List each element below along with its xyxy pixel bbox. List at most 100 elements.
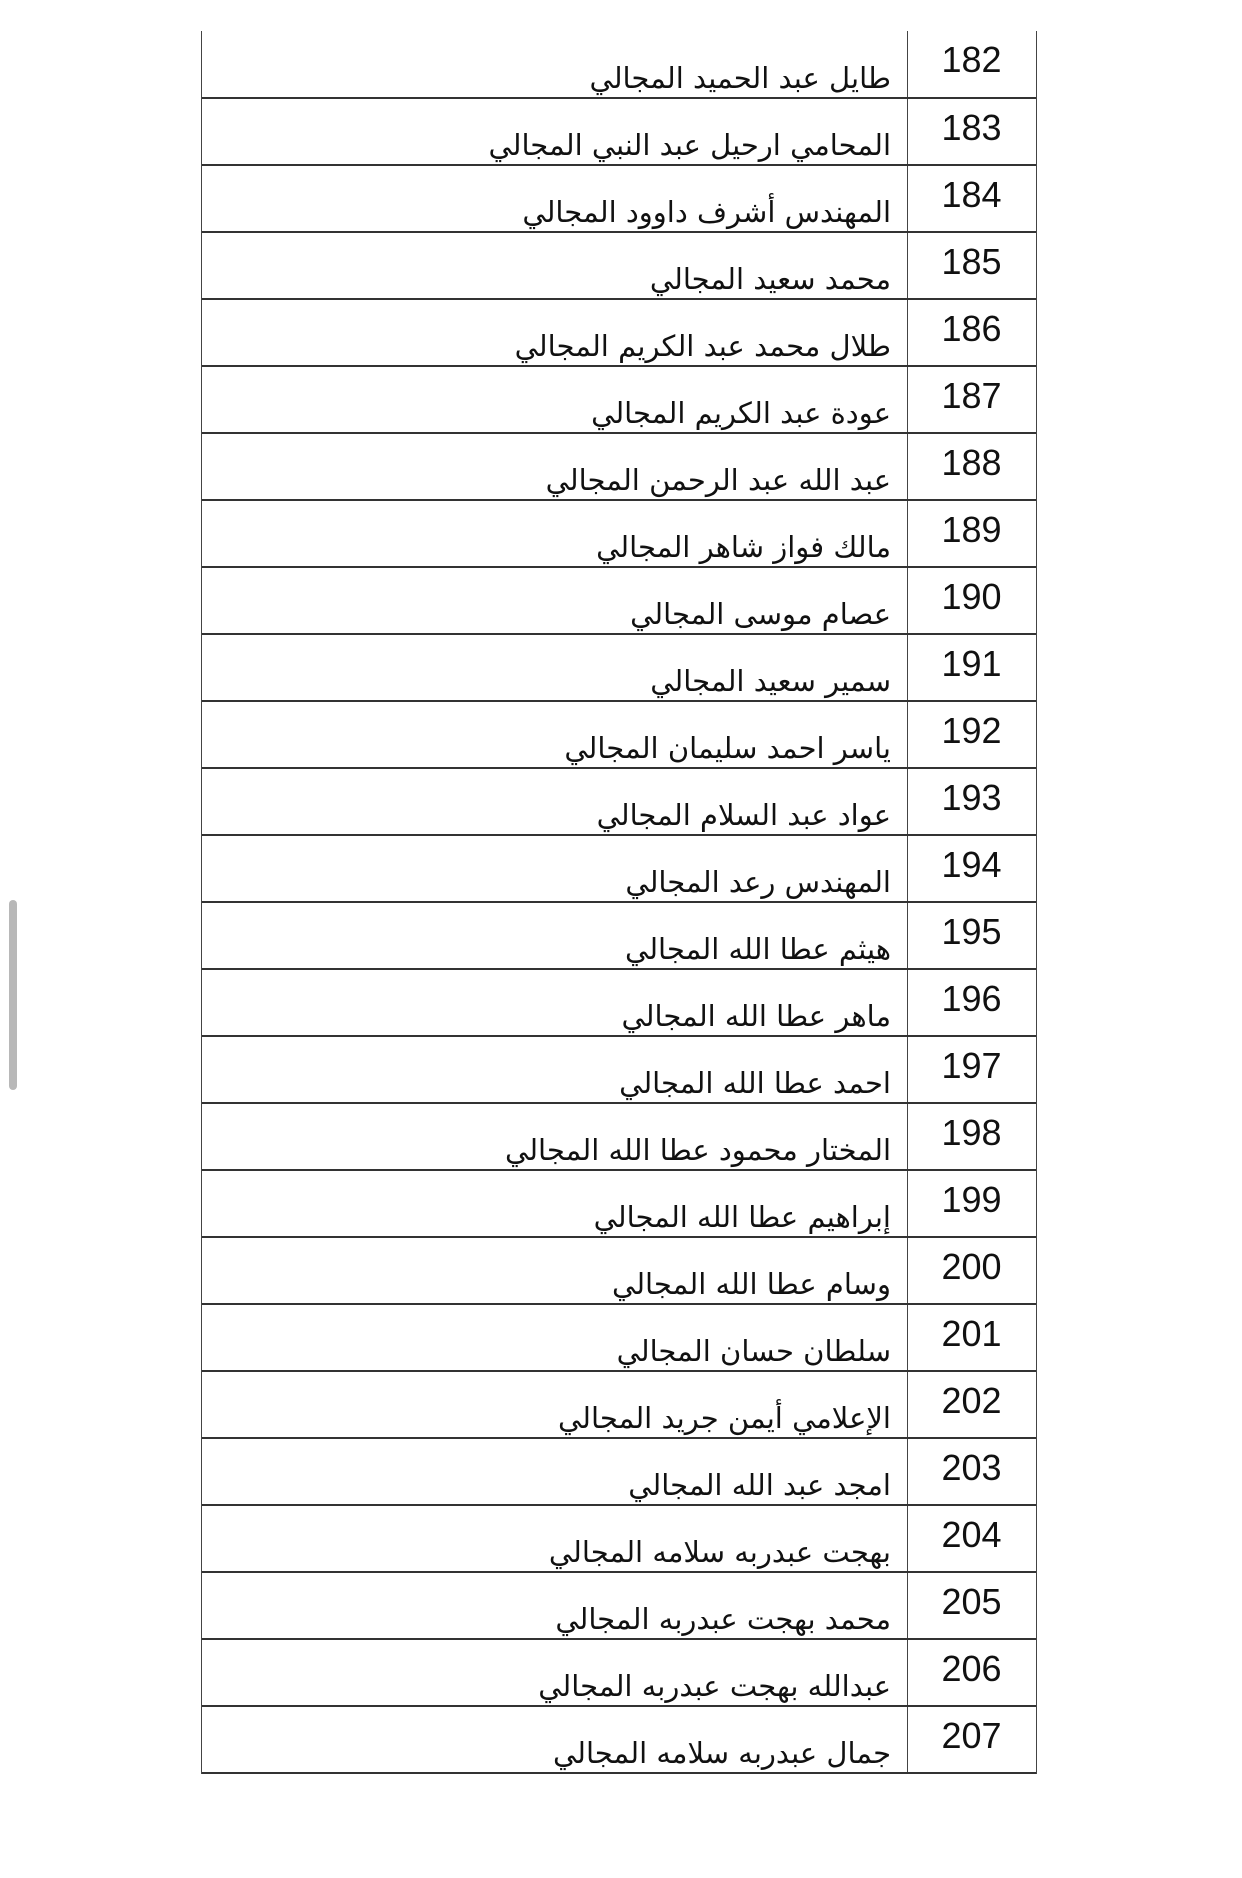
row-number: 188 bbox=[941, 442, 1002, 483]
person-name: ماهر عطا الله المجالي bbox=[621, 999, 891, 1033]
person-name: عواد عبد السلام المجالي bbox=[596, 798, 891, 832]
column-divider bbox=[907, 1372, 908, 1437]
table-row: 202 الإعلامي أيمن جريد المجالي bbox=[202, 1372, 1036, 1439]
table-row: 191 سمير سعيد المجالي bbox=[202, 635, 1036, 702]
table-row: 185 محمد سعيد المجالي bbox=[202, 233, 1036, 300]
person-name: هيثم عطا الله المجالي bbox=[625, 932, 891, 966]
table-row: 200 وسام عطا الله المجالي bbox=[202, 1238, 1036, 1305]
column-divider bbox=[907, 1506, 908, 1571]
row-number: 204 bbox=[941, 1514, 1002, 1555]
table-row: 186 طلال محمد عبد الكريم المجالي bbox=[202, 300, 1036, 367]
column-divider bbox=[907, 903, 908, 968]
table-row: 201 سلطان حسان المجالي bbox=[202, 1305, 1036, 1372]
person-name: عبدالله بهجت عبدربه المجالي bbox=[538, 1669, 891, 1703]
table-row: 184 المهندس أشرف داوود المجالي bbox=[202, 166, 1036, 233]
table-row: 205 محمد بهجت عبدربه المجالي bbox=[202, 1573, 1036, 1640]
column-divider bbox=[907, 99, 908, 164]
row-number: 190 bbox=[941, 576, 1002, 617]
column-divider bbox=[907, 970, 908, 1035]
table-row: 182 طايل عبد الحميد المجالي bbox=[202, 31, 1036, 99]
table-row: 197 احمد عطا الله المجالي bbox=[202, 1037, 1036, 1104]
column-divider bbox=[907, 166, 908, 231]
person-name: ياسر احمد سليمان المجالي bbox=[564, 731, 891, 765]
table-row: 189 مالك فواز شاهر المجالي bbox=[202, 501, 1036, 568]
table-row: 183 المحامي ارحيل عبد النبي المجالي bbox=[202, 99, 1036, 166]
table-row: 203 امجد عبد الله المجالي bbox=[202, 1439, 1036, 1506]
person-name: طلال محمد عبد الكريم المجالي bbox=[514, 329, 891, 363]
row-number: 198 bbox=[941, 1112, 1002, 1153]
row-number: 196 bbox=[941, 978, 1002, 1019]
person-name: احمد عطا الله المجالي bbox=[619, 1066, 891, 1100]
column-divider bbox=[907, 367, 908, 432]
person-name: المهندس أشرف داوود المجالي bbox=[522, 195, 891, 229]
person-name: المهندس رعد المجالي bbox=[625, 865, 891, 899]
row-number: 195 bbox=[941, 911, 1002, 952]
column-divider bbox=[907, 769, 908, 834]
row-number: 187 bbox=[941, 375, 1002, 416]
column-divider bbox=[907, 1305, 908, 1370]
column-divider bbox=[907, 1171, 908, 1236]
row-number: 200 bbox=[941, 1246, 1002, 1287]
row-number: 192 bbox=[941, 710, 1002, 751]
column-divider bbox=[907, 300, 908, 365]
person-name: عبد الله عبد الرحمن المجالي bbox=[545, 463, 891, 497]
person-name: عصام موسى المجالي bbox=[630, 597, 891, 631]
table-row: 199 إبراهيم عطا الله المجالي bbox=[202, 1171, 1036, 1238]
person-name: محمد سعيد المجالي bbox=[649, 262, 891, 296]
row-number: 184 bbox=[941, 174, 1002, 215]
column-divider bbox=[907, 233, 908, 298]
row-number: 193 bbox=[941, 777, 1002, 818]
row-number: 189 bbox=[941, 509, 1002, 550]
row-number: 199 bbox=[941, 1179, 1002, 1220]
column-divider bbox=[907, 1640, 908, 1705]
row-number: 205 bbox=[941, 1581, 1002, 1622]
row-number: 202 bbox=[941, 1380, 1002, 1421]
column-divider bbox=[907, 1439, 908, 1504]
row-number: 191 bbox=[941, 643, 1002, 684]
row-number: 203 bbox=[941, 1447, 1002, 1488]
row-number: 183 bbox=[941, 107, 1002, 148]
row-number: 206 bbox=[941, 1648, 1002, 1689]
table-row: 187 عودة عبد الكريم المجالي bbox=[202, 367, 1036, 434]
table-row: 193 عواد عبد السلام المجالي bbox=[202, 769, 1036, 836]
column-divider bbox=[907, 31, 908, 97]
column-divider bbox=[907, 702, 908, 767]
scrollbar[interactable] bbox=[9, 900, 17, 1090]
table-row: 196 ماهر عطا الله المجالي bbox=[202, 970, 1036, 1037]
person-name: طايل عبد الحميد المجالي bbox=[589, 61, 891, 95]
row-number: 197 bbox=[941, 1045, 1002, 1086]
column-divider bbox=[907, 1573, 908, 1638]
table-row: 194 المهندس رعد المجالي bbox=[202, 836, 1036, 903]
table-row: 206 عبدالله بهجت عبدربه المجالي bbox=[202, 1640, 1036, 1707]
person-name: عودة عبد الكريم المجالي bbox=[591, 396, 891, 430]
person-name: بهجت عبدربه سلامه المجالي bbox=[548, 1535, 891, 1569]
row-number: 207 bbox=[941, 1715, 1002, 1756]
column-divider bbox=[907, 1037, 908, 1102]
column-divider bbox=[907, 635, 908, 700]
table-row: 198 المختار محمود عطا الله المجالي bbox=[202, 1104, 1036, 1171]
person-name: المختار محمود عطا الله المجالي bbox=[505, 1133, 891, 1167]
column-divider bbox=[907, 501, 908, 566]
row-number: 185 bbox=[941, 241, 1002, 282]
row-number: 182 bbox=[941, 39, 1002, 80]
row-number: 201 bbox=[941, 1313, 1002, 1354]
column-divider bbox=[907, 1238, 908, 1303]
person-name: المحامي ارحيل عبد النبي المجالي bbox=[488, 128, 891, 162]
person-name: الإعلامي أيمن جريد المجالي bbox=[558, 1401, 891, 1435]
table-row: 188 عبد الله عبد الرحمن المجالي bbox=[202, 434, 1036, 501]
person-name: وسام عطا الله المجالي bbox=[612, 1267, 891, 1301]
person-name: إبراهيم عطا الله المجالي bbox=[593, 1200, 891, 1234]
row-number: 194 bbox=[941, 844, 1002, 885]
person-name: مالك فواز شاهر المجالي bbox=[596, 530, 891, 564]
column-divider bbox=[907, 836, 908, 901]
person-name: امجد عبد الله المجالي bbox=[628, 1468, 891, 1502]
column-divider bbox=[907, 1707, 908, 1772]
table-row: 207 جمال عبدربه سلامه المجالي bbox=[202, 1707, 1036, 1774]
person-name: سمير سعيد المجالي bbox=[650, 664, 891, 698]
column-divider bbox=[907, 1104, 908, 1169]
person-name: سلطان حسان المجالي bbox=[616, 1334, 891, 1368]
names-table: 182 طايل عبد الحميد المجالي 183 المحامي ارح… bbox=[201, 31, 1037, 1774]
column-divider bbox=[907, 434, 908, 499]
person-name: جمال عبدربه سلامه المجالي bbox=[552, 1736, 891, 1770]
column-divider bbox=[907, 568, 908, 633]
